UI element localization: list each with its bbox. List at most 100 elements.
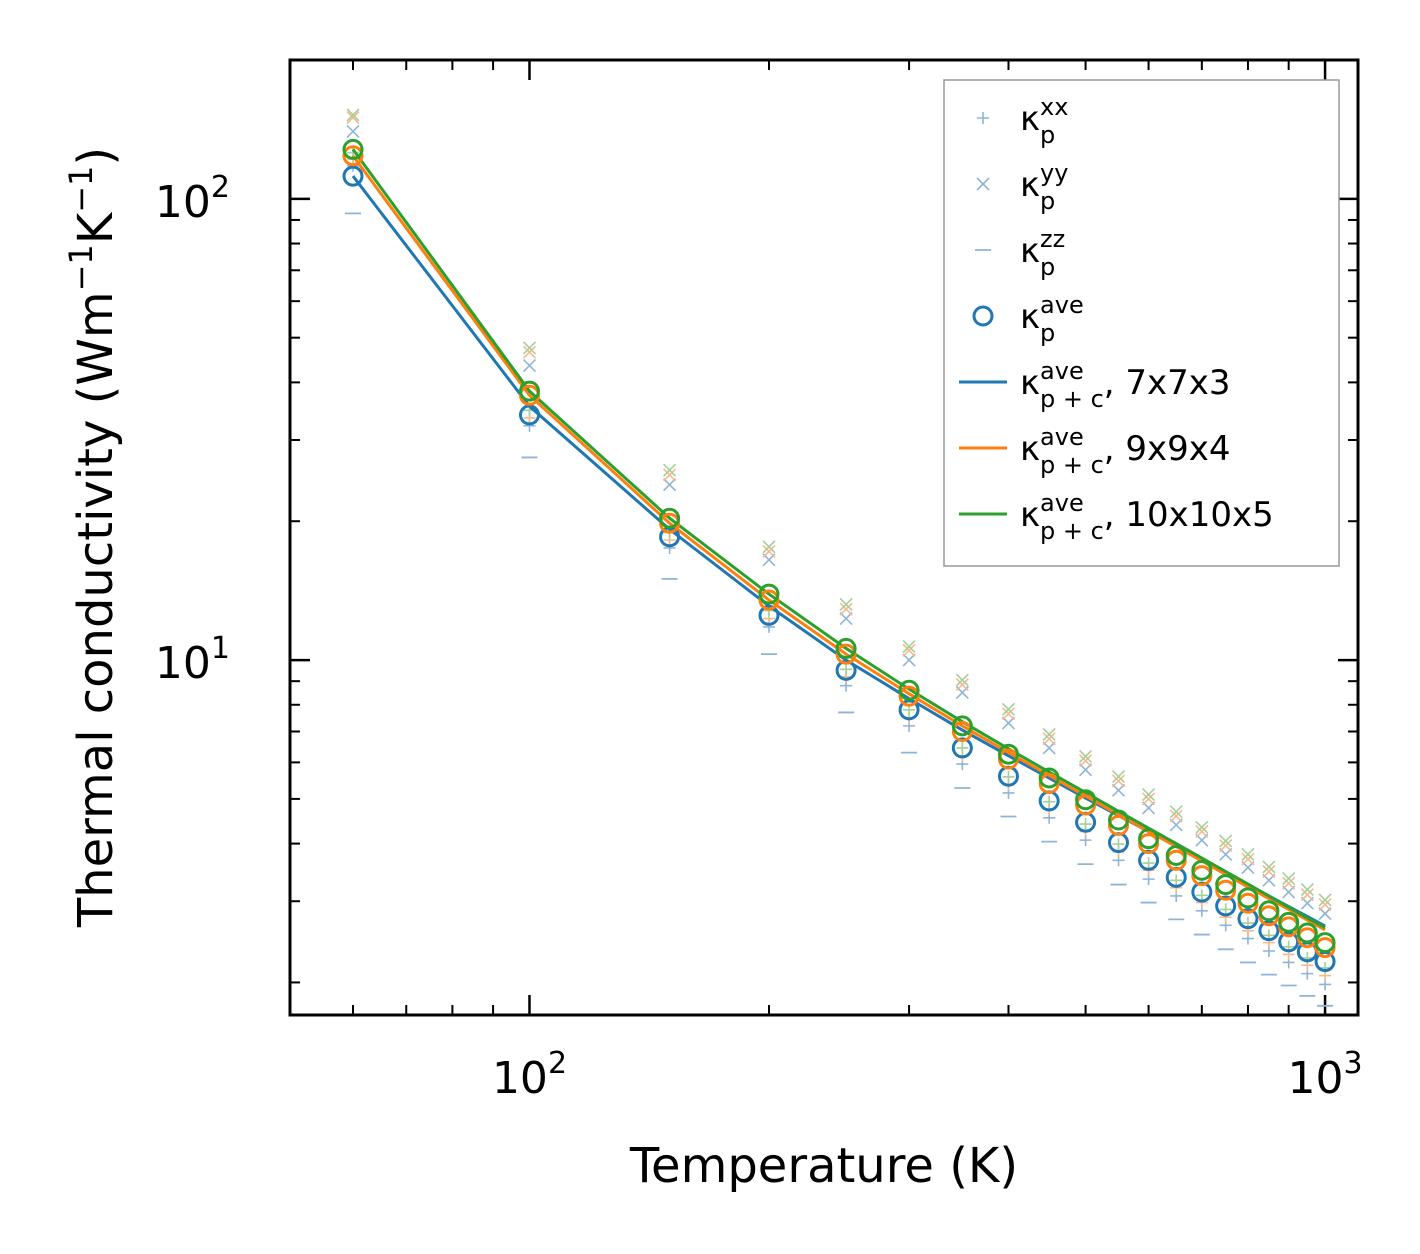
legend-marker — [977, 112, 989, 124]
y-axis-label: Thermal conductivity (Wm−1K−1) — [62, 147, 124, 928]
x-axis-label: Temperature (K) — [629, 1138, 1018, 1194]
data-point — [1215, 879, 1237, 901]
legend-label-base: κ — [1020, 297, 1040, 337]
y-tick-label: 101 — [155, 631, 230, 689]
x-tick-label-base: 10 — [492, 1053, 548, 1104]
plot-frame — [288, 58, 1360, 1017]
data-point — [835, 659, 857, 681]
data-point — [762, 540, 776, 554]
x-tick-label-base: 10 — [1288, 1053, 1344, 1104]
data-point — [1195, 889, 1208, 902]
data-point — [1111, 774, 1126, 788]
data-point — [1111, 769, 1126, 784]
data-point — [1237, 908, 1259, 930]
data-point — [840, 663, 853, 676]
legend-entry: κzz p — [975, 225, 1065, 281]
data-point — [1241, 852, 1255, 866]
data-point — [955, 677, 969, 692]
data-point — [1195, 824, 1209, 839]
data-point — [1282, 871, 1296, 886]
legend-label-sub: p — [1040, 121, 1055, 149]
legend-label-base: κ — [1020, 495, 1040, 535]
legend-label-base: κ — [1020, 429, 1040, 469]
legend-entry: κave p + c, 9x9x4 — [959, 423, 1231, 479]
series-4 — [346, 111, 1332, 912]
legend-label-sub: p — [1040, 187, 1055, 215]
legend-box — [943, 79, 1340, 567]
data-point — [1241, 847, 1255, 861]
data-point — [955, 673, 969, 687]
data-point — [342, 165, 364, 187]
data-point — [898, 699, 920, 721]
data-point — [1042, 732, 1056, 746]
series-9 — [342, 138, 1336, 954]
data-point — [1258, 900, 1280, 922]
data-point — [518, 380, 540, 402]
legend-marker — [972, 305, 994, 327]
data-point — [902, 639, 916, 654]
data-point — [522, 341, 537, 355]
legend-label-sup: yy — [1040, 159, 1068, 187]
series-6 — [344, 212, 1334, 1007]
data-point — [1318, 898, 1332, 912]
data-point — [1195, 820, 1209, 834]
legend-label: κzz p — [1020, 225, 1065, 281]
plot-area — [342, 108, 1336, 1007]
legend-entry: κave p — [972, 291, 1084, 347]
y-tick-label-base: 10 — [155, 638, 211, 689]
data-point — [956, 741, 969, 754]
legend-label-suffix: , 10x10x5 — [1104, 495, 1274, 535]
data-point — [1142, 787, 1156, 802]
data-point — [1282, 876, 1296, 890]
data-point — [1215, 874, 1237, 896]
data-point — [342, 145, 364, 167]
data-point — [1108, 809, 1130, 831]
data-point — [1278, 911, 1300, 933]
data-point — [1191, 859, 1213, 881]
series-12 — [351, 148, 1326, 929]
data-point — [1142, 857, 1155, 870]
data-point — [1170, 874, 1183, 887]
data-point — [1318, 893, 1332, 907]
legend-label-sup: ave — [1040, 291, 1084, 319]
data-point — [346, 108, 360, 122]
data-point — [1300, 882, 1314, 897]
y-axis-label-end: ) — [68, 147, 124, 166]
minor-ticks — [290, 60, 1358, 1015]
legend-label-sup: ave — [1040, 489, 1084, 517]
data-point — [1219, 834, 1233, 848]
x-tick-label-exp: 2 — [548, 1046, 567, 1081]
data-point — [346, 124, 360, 139]
y-tick-label-exp: 1 — [211, 631, 230, 666]
y-tick-label: 102 — [155, 170, 230, 228]
data-point — [522, 345, 537, 359]
data-point — [898, 679, 920, 701]
data-point — [1043, 795, 1056, 808]
data-point — [342, 138, 364, 160]
data-point — [522, 359, 537, 373]
y-axis-label-sup2: −1 — [62, 166, 100, 213]
data-point — [1262, 864, 1276, 879]
data-point — [758, 583, 780, 605]
legend-label-sub: p — [1040, 253, 1055, 281]
data-point — [1108, 814, 1130, 836]
legend-label-base: κ — [1020, 231, 1040, 271]
legend-entry: κave p + c, 7x7x3 — [959, 357, 1231, 413]
data-point — [1237, 887, 1259, 909]
data-point — [518, 404, 540, 426]
series-11 — [351, 154, 1326, 932]
data-point — [659, 507, 681, 529]
data-point — [1300, 888, 1314, 902]
data-point — [1001, 707, 1016, 721]
legend-label: κave p + c, 9x9x4 — [1020, 423, 1231, 479]
legend-label-suffix: , 9x9x4 — [1104, 429, 1231, 469]
legend-label-base: κ — [1020, 363, 1040, 403]
legend-label-suffix: , 7x7x3 — [1104, 363, 1231, 403]
data-point — [1002, 770, 1015, 783]
data-point — [1038, 767, 1060, 789]
major-ticks — [290, 60, 1358, 1015]
data-point — [1142, 792, 1156, 806]
data-point — [346, 111, 360, 125]
data-point — [1262, 860, 1276, 874]
